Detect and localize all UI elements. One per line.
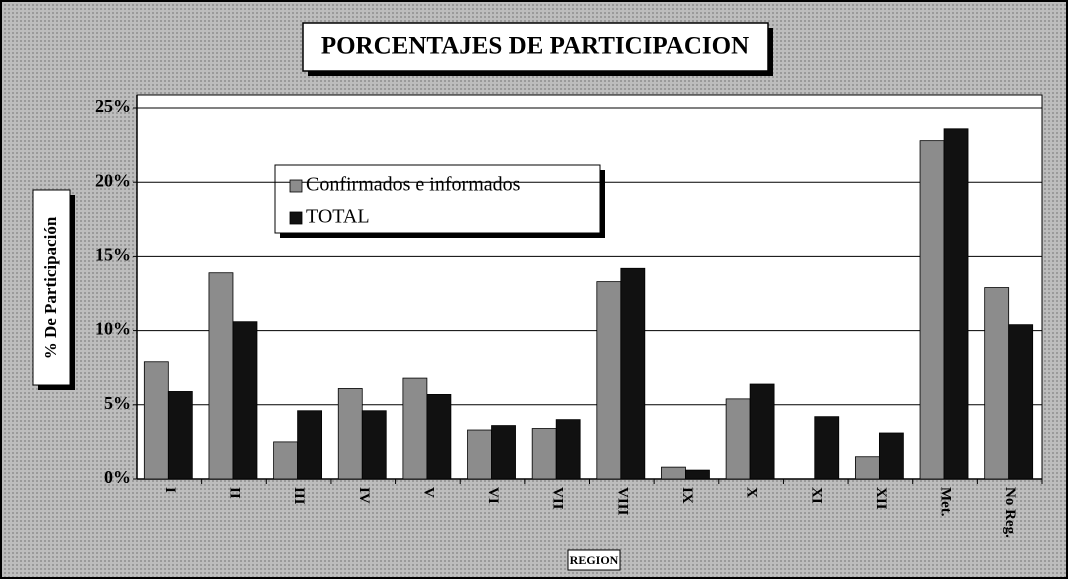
- bar: [337, 388, 363, 480]
- x-tick-label: V: [420, 487, 436, 498]
- x-tick-label: IV: [356, 487, 372, 504]
- bar: [725, 398, 751, 480]
- x-tick-label: IX: [679, 487, 695, 504]
- bar: [531, 428, 557, 480]
- bar: [426, 394, 452, 480]
- x-tick-label: XI: [808, 487, 824, 504]
- x-tick-label: VII: [550, 487, 566, 510]
- y-tick-label: 15%: [95, 245, 131, 265]
- x-tick-label: XII: [873, 487, 889, 510]
- bar: [297, 410, 323, 480]
- bar: [749, 383, 775, 480]
- x-label-box: [567, 549, 621, 571]
- legend-label: Confirmados e informados: [306, 174, 521, 196]
- x-tick-label: III: [291, 487, 307, 505]
- x-tick-label: X: [744, 487, 760, 498]
- x-axis-label: REGION: [570, 553, 619, 567]
- bar: [685, 469, 710, 480]
- bar: [620, 267, 646, 480]
- y-tick-label: 25%: [95, 96, 131, 116]
- plot-area: [136, 94, 1043, 480]
- x-tick-label: Met.: [938, 487, 954, 517]
- bar: [984, 287, 1010, 480]
- bar: [596, 281, 622, 480]
- x-tick-label: VIII: [614, 487, 630, 516]
- bar: [943, 128, 969, 480]
- y-label-box: [32, 189, 71, 386]
- bar: [467, 429, 492, 480]
- legend-swatch: [289, 211, 303, 225]
- bar: [491, 425, 516, 480]
- legend-box: [274, 164, 601, 234]
- bar: [555, 419, 581, 480]
- y-tick-label: 10%: [95, 319, 131, 339]
- bar: [402, 377, 428, 480]
- y-tick-label: 5%: [104, 393, 131, 413]
- y-axis-label: % De Participación: [41, 216, 60, 359]
- bar: [208, 272, 234, 480]
- x-tick-label: I: [162, 487, 178, 493]
- x-tick-label: No Reg.: [1002, 487, 1018, 538]
- legend-label: TOTAL: [306, 206, 370, 228]
- x-tick-label: VI: [485, 487, 501, 504]
- bar: [814, 416, 840, 480]
- legend-swatch: [289, 179, 303, 193]
- x-tick-label: II: [227, 487, 243, 499]
- bar: [661, 466, 686, 480]
- bar: [919, 140, 945, 480]
- title-box: [302, 22, 769, 72]
- bar: [167, 391, 193, 480]
- bar: [143, 361, 169, 480]
- bar: [1008, 324, 1034, 480]
- bar: [361, 410, 387, 480]
- y-tick-label: 0%: [104, 467, 131, 487]
- chart-title: PORCENTAJES DE PARTICIPACION: [321, 33, 749, 60]
- y-tick-label: 20%: [95, 170, 131, 190]
- bar: [273, 441, 299, 480]
- bar: [878, 432, 904, 480]
- bar: [854, 456, 880, 480]
- bar: [232, 321, 258, 480]
